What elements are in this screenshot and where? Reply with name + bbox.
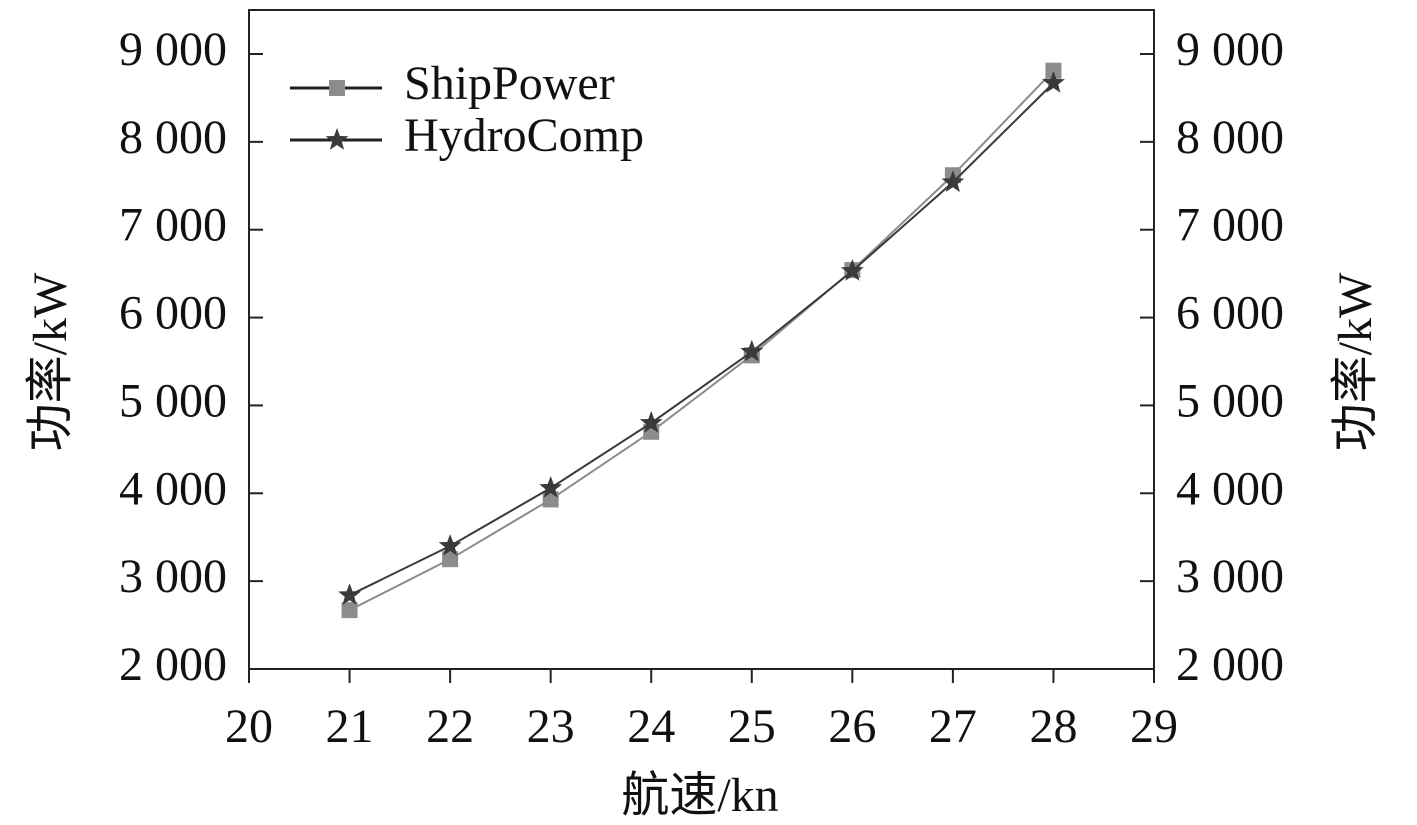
y2-tick-label: 6 000 <box>1176 287 1284 340</box>
marker <box>840 259 864 281</box>
marker <box>740 339 764 362</box>
legend-label: HydroComp <box>404 109 644 162</box>
x-tick-label: 25 <box>728 700 776 753</box>
y-tick-label: 3 000 <box>119 550 227 603</box>
y2-axis-label: 功率/kW <box>1329 272 1382 451</box>
y2-tick-label: 4 000 <box>1176 462 1284 515</box>
y-axis-label: 功率/kW <box>24 272 77 451</box>
y2-tick-label: 8 000 <box>1176 111 1284 164</box>
marker <box>1045 62 1062 79</box>
marker <box>941 170 965 192</box>
y-tick-label: 7 000 <box>119 199 227 252</box>
legend-marker <box>325 128 349 150</box>
y-tick-label: 2 000 <box>119 638 227 691</box>
marker <box>341 602 358 619</box>
y-tick-label: 6 000 <box>119 287 227 340</box>
y-tick-label: 5 000 <box>119 374 227 427</box>
legend-label: ShipPower <box>404 57 615 110</box>
x-tick-label: 22 <box>426 700 474 753</box>
x-tick-label: 23 <box>527 700 575 753</box>
series-line <box>349 69 1055 612</box>
marker <box>1042 71 1065 93</box>
x-tick-label: 27 <box>929 700 977 753</box>
y-tick-label: 8 000 <box>119 111 227 164</box>
marker <box>539 476 563 498</box>
x-tick-label: 29 <box>1130 700 1178 753</box>
marker <box>639 411 663 433</box>
x-tick-label: 24 <box>627 700 675 753</box>
y-tick-label: 9 000 <box>119 23 227 76</box>
marker <box>338 583 361 605</box>
y2-tick-label: 7 000 <box>1176 199 1284 252</box>
y2-tick-label: 5 000 <box>1176 374 1284 427</box>
x-tick-label: 28 <box>1029 700 1077 753</box>
y2-tick-label: 3 000 <box>1176 550 1284 603</box>
legend-marker <box>329 80 345 96</box>
marker <box>442 551 459 568</box>
x-tick-label: 20 <box>225 700 273 753</box>
y2-tick-label: 9 000 <box>1176 23 1284 76</box>
y2-tick-label: 2 000 <box>1176 638 1284 691</box>
marker <box>438 534 462 556</box>
x-axis-label: 航速/kn <box>621 769 778 822</box>
y-tick-label: 4 000 <box>119 462 227 515</box>
series-line <box>349 82 1055 597</box>
plot-frame <box>248 9 1155 670</box>
x-tick-label: 26 <box>828 700 876 753</box>
x-tick-label: 21 <box>326 700 374 753</box>
